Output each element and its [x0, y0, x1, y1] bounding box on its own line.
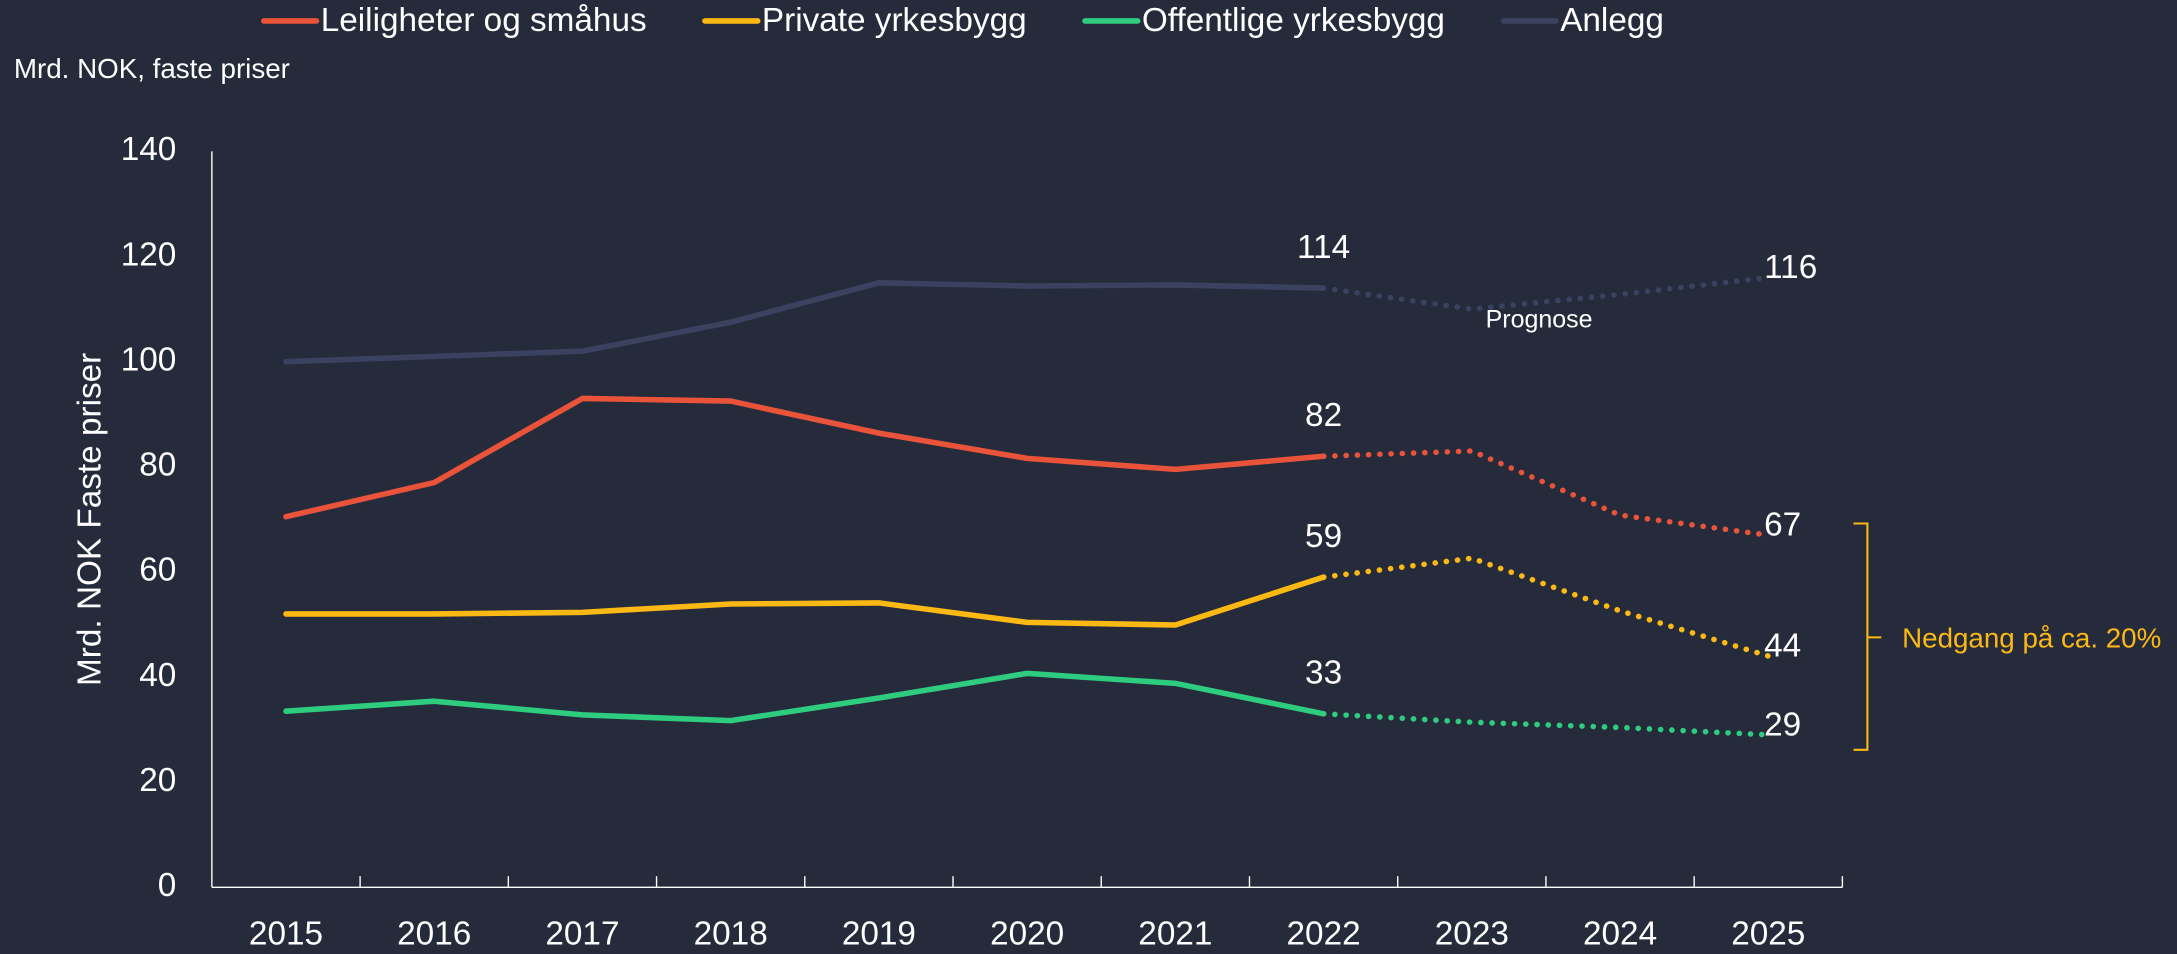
y-axis-label: Mrd. NOK Faste priser — [71, 353, 108, 686]
x-tick-label: 2016 — [397, 916, 471, 953]
subtitle: Mrd. NOK, faste priser — [14, 53, 290, 84]
x-tick-label: 2024 — [1583, 916, 1657, 953]
x-tick-label: 2023 — [1435, 916, 1509, 953]
series-line-forecast — [1320, 555, 1772, 659]
bracket — [1853, 522, 1882, 751]
data-label: 82 — [1305, 397, 1342, 434]
series-line — [283, 280, 1327, 365]
series-line — [283, 574, 1327, 628]
x-tick-label: 2017 — [545, 916, 619, 953]
x-tick-label: 2021 — [1138, 916, 1212, 953]
data-label: 44 — [1764, 627, 1801, 664]
y-tick-label: 40 — [139, 657, 176, 694]
x-tick-label: 2022 — [1287, 916, 1361, 953]
x-tick-label: 2025 — [1731, 916, 1805, 953]
series-line — [283, 670, 1327, 724]
data-label: 116 — [1764, 249, 1817, 286]
series-line-forecast — [1320, 274, 1772, 312]
legend: Leiligheter og småhus Private yrkesbygg Of… — [261, 2, 1664, 39]
legend-label: Offentlige yrkesbygg — [1142, 2, 1445, 39]
x-tick-label: 2019 — [842, 916, 916, 953]
series-line-forecast — [1320, 448, 1772, 538]
forecast-annotation: Prognose — [1486, 305, 1593, 333]
y-tick-label: 80 — [139, 447, 176, 484]
data-label: 33 — [1305, 655, 1342, 692]
y-tick-label: 100 — [121, 341, 177, 378]
legend-label: Private yrkesbygg — [762, 2, 1027, 39]
y-tick-label: 60 — [139, 552, 176, 589]
x-tick-label: 2015 — [249, 916, 323, 953]
data-label: 67 — [1764, 507, 1801, 544]
decline-annotation: Nedgang på ca. 20% — [1902, 622, 2161, 653]
data-label: 29 — [1764, 706, 1801, 743]
y-tick-label: 140 — [121, 131, 177, 168]
y-tick-label: 20 — [139, 762, 176, 799]
x-tick-label: 2020 — [990, 916, 1064, 953]
data-label: 59 — [1305, 518, 1342, 555]
legend-label: Anlegg — [1560, 2, 1664, 39]
series-line — [283, 395, 1327, 520]
legend-label: Leiligheter og småhus — [321, 2, 647, 39]
y-tick-label: 120 — [121, 236, 177, 273]
x-tick-label: 2018 — [694, 916, 768, 953]
series-line-forecast — [1320, 711, 1772, 738]
data-label: 114 — [1297, 229, 1350, 266]
y-tick-label: 0 — [158, 867, 177, 904]
